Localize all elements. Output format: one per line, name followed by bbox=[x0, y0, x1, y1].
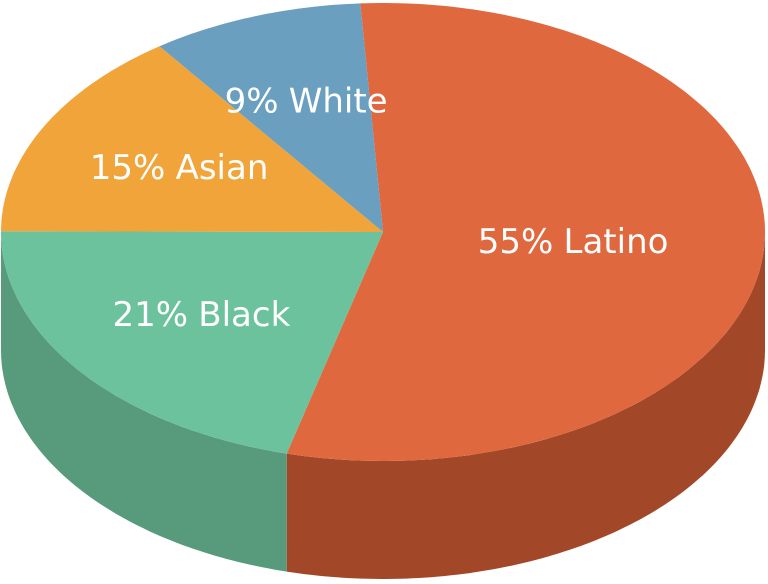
pie-side bbox=[286, 232, 765, 579]
category-label: White bbox=[289, 81, 388, 121]
slice-label: 9% White bbox=[225, 81, 388, 121]
pie-slice bbox=[286, 3, 765, 461]
pie-slice bbox=[1, 46, 383, 232]
pie-side bbox=[1, 232, 287, 572]
value-label: 55% bbox=[478, 222, 554, 262]
category-label: Black bbox=[198, 294, 290, 334]
slice-label: 55% Latino bbox=[478, 222, 669, 262]
slice-label: 15% Asian bbox=[90, 148, 269, 188]
value-label: 21% bbox=[113, 294, 189, 334]
pie-slice bbox=[159, 3, 383, 233]
category-label: Latino bbox=[564, 222, 669, 262]
slice-label: 21% Black bbox=[113, 294, 291, 334]
value-label: 9% bbox=[225, 81, 279, 121]
value-label: 15% bbox=[90, 148, 166, 188]
category-label: Asian bbox=[176, 148, 269, 188]
pie-slice bbox=[1, 231, 383, 454]
